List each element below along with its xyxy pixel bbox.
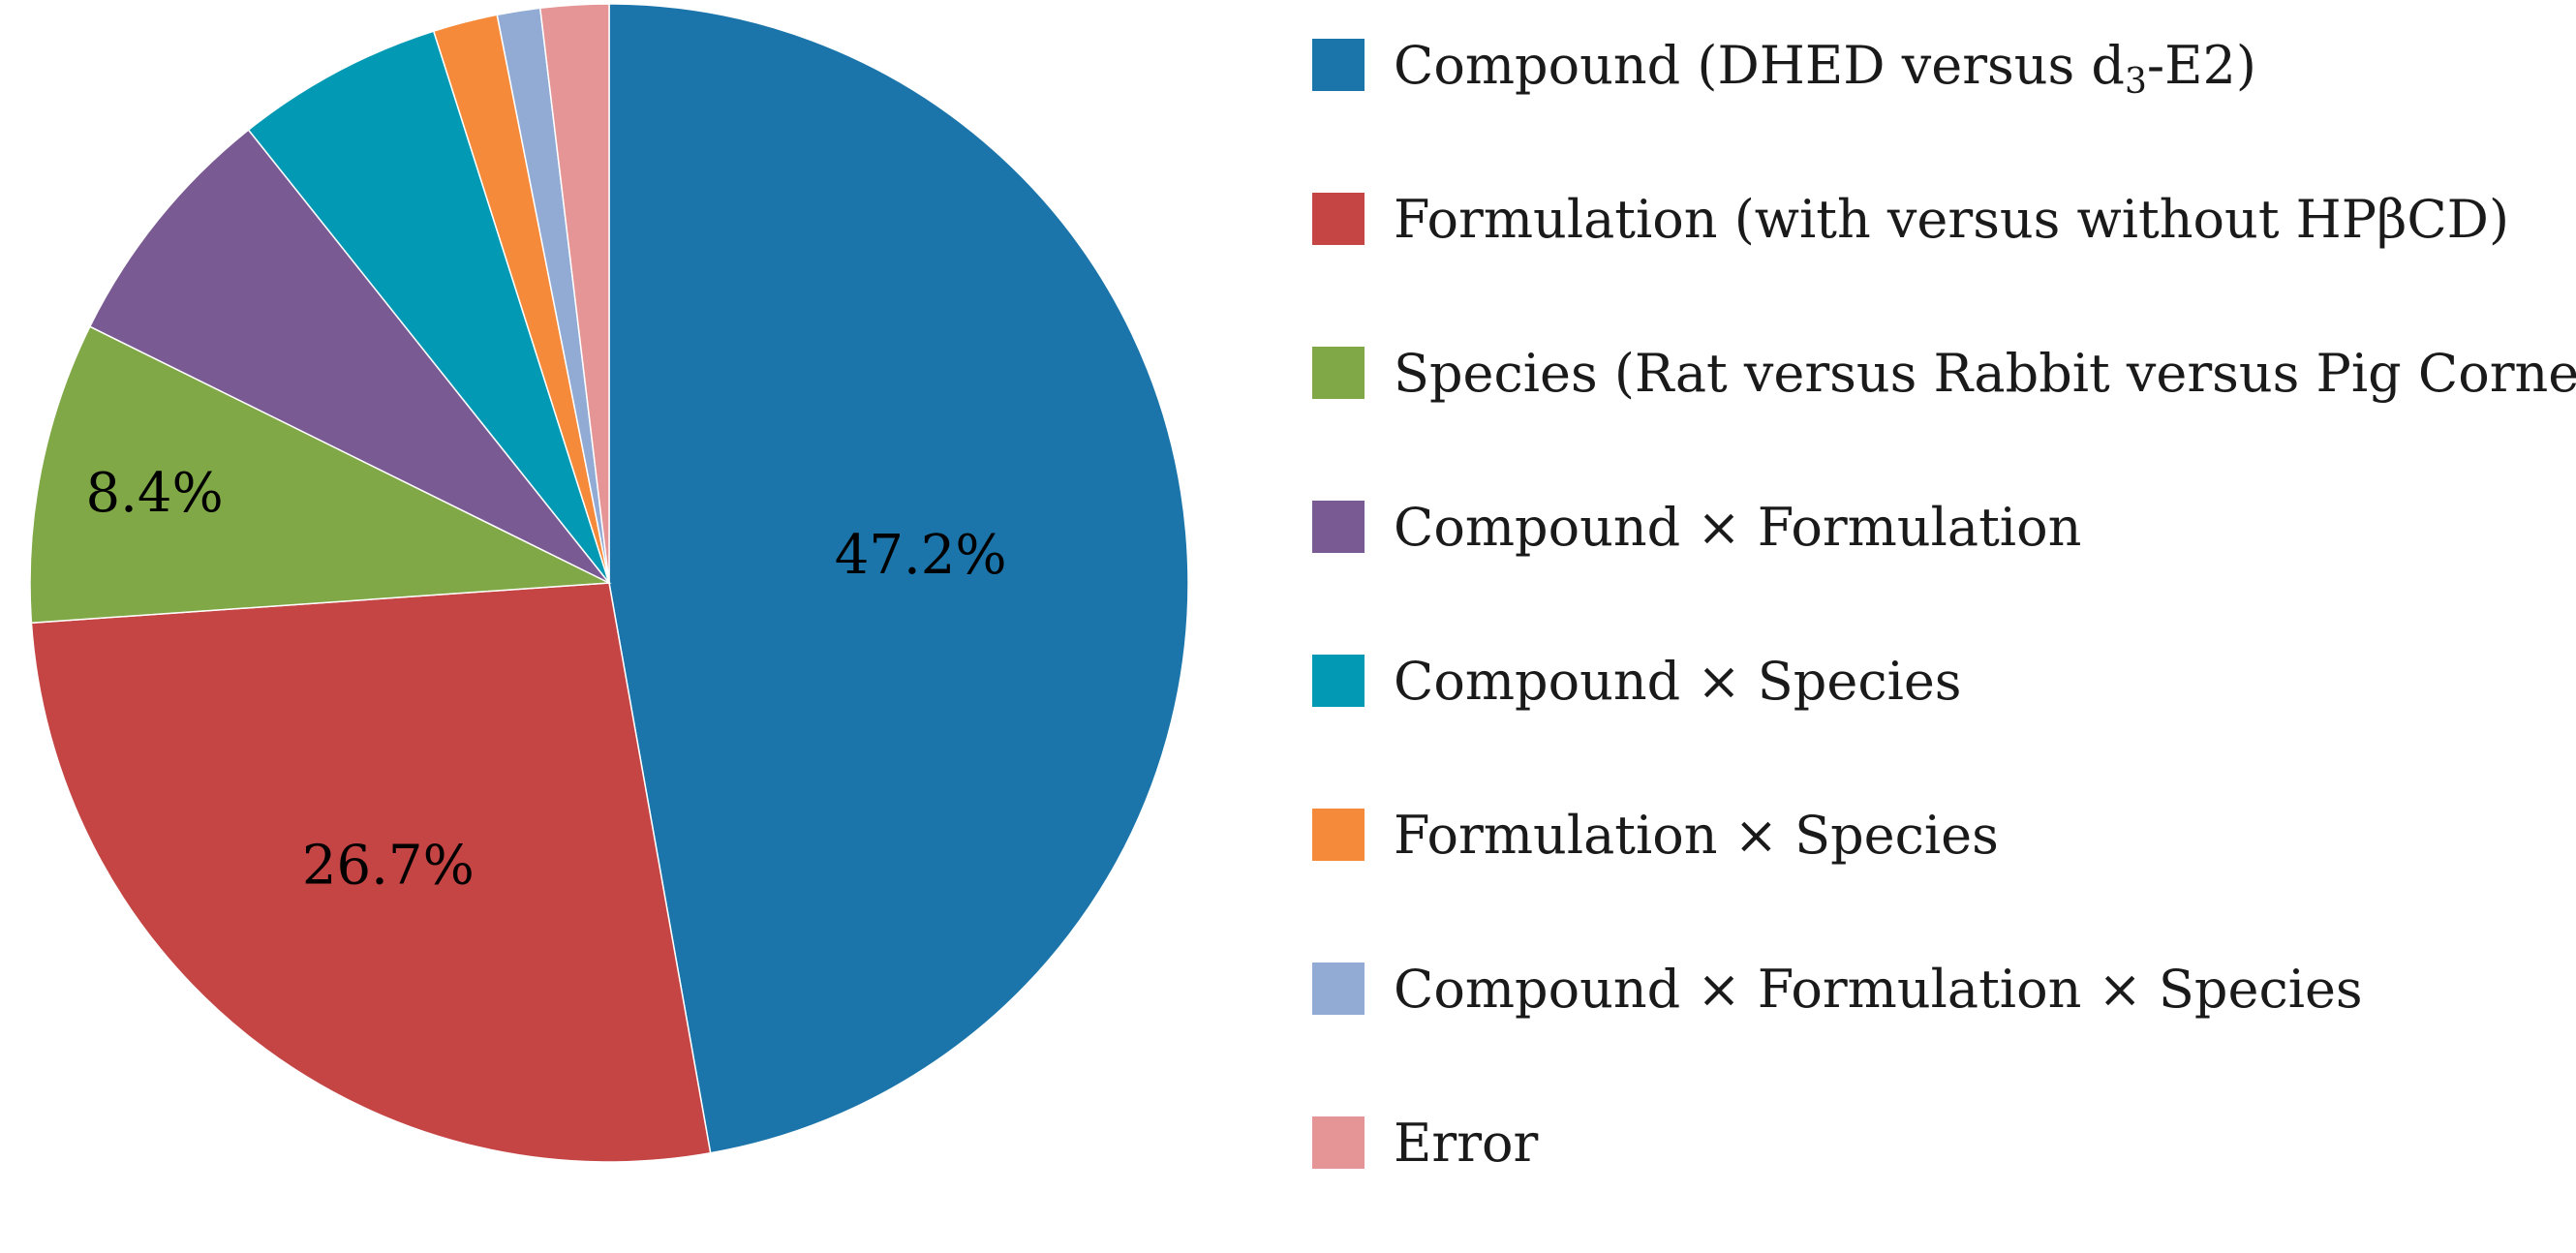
pie-chart: 47.2% 26.7% 8.4% — [29, 3, 1189, 1163]
pie-slice-compound-species — [247, 30, 610, 584]
legend-label: Compound (DHED versus d3-E2) — [1394, 34, 2256, 102]
legend-item-compound-formulation: Compound × Formulation — [1312, 483, 2576, 570]
legend-item-compound-formulation-species: Compound × Formulation × Species — [1312, 945, 2576, 1032]
pie-slice-error — [538, 3, 610, 584]
legend-label: Compound × Formulation — [1394, 496, 2082, 558]
legend-label: Formulation × Species — [1394, 804, 1999, 866]
pie-slice-formulation-with-versus-without-hp-cd — [30, 582, 712, 1163]
legend-item-compound-dhed-versus-d3-e2: Compound (DHED versus d3-E2) — [1312, 21, 2576, 108]
legend-item-species-rat-versus-rabbit-versus-pig-cornea: Species (Rat versus Rabbit versus Pig Co… — [1312, 329, 2576, 416]
pie-slice-compound-formulation — [88, 129, 610, 584]
legend-swatch — [1312, 193, 1365, 245]
legend-swatch — [1312, 347, 1365, 399]
pie-data-label-species-rat-versus-rabbit-versus-pig-cornea: 8.4% — [86, 462, 224, 525]
legend-item-error: Error — [1312, 1099, 2576, 1186]
legend-item-formulation-species: Formulation × Species — [1312, 791, 2576, 878]
legend-swatch — [1312, 963, 1365, 1015]
legend: Compound (DHED versus d3-E2) Formulation … — [1312, 21, 2576, 1253]
legend-swatch — [1312, 655, 1365, 707]
legend-swatch — [1312, 39, 1365, 91]
legend-label: Formulation (with versus without HPβCD) — [1394, 188, 2510, 250]
pie-slice-species-rat-versus-rabbit-versus-pig-cornea — [29, 325, 612, 625]
legend-label: Species (Rat versus Rabbit versus Pig Co… — [1394, 342, 2576, 404]
legend-swatch — [1312, 501, 1365, 553]
legend-label: Compound × Species — [1394, 650, 1962, 712]
legend-item-compound-species: Compound × Species — [1312, 637, 2576, 724]
pie-data-label-compound-dhed-versus-d3-e2: 47.2% — [835, 524, 1007, 587]
legend-item-formulation-with-versus-without-hp-cd: Formulation (with versus without HPβCD) — [1312, 175, 2576, 262]
legend-label: Error — [1394, 1112, 1539, 1174]
pie-slice-compound-dhed-versus-d3-e2 — [608, 3, 1189, 1154]
pie-data-label-formulation-with-versus-without-hp-cd: 26.7% — [302, 835, 475, 898]
legend-swatch — [1312, 1116, 1365, 1169]
legend-label: Compound × Formulation × Species — [1394, 958, 2363, 1020]
legend-swatch — [1312, 809, 1365, 861]
